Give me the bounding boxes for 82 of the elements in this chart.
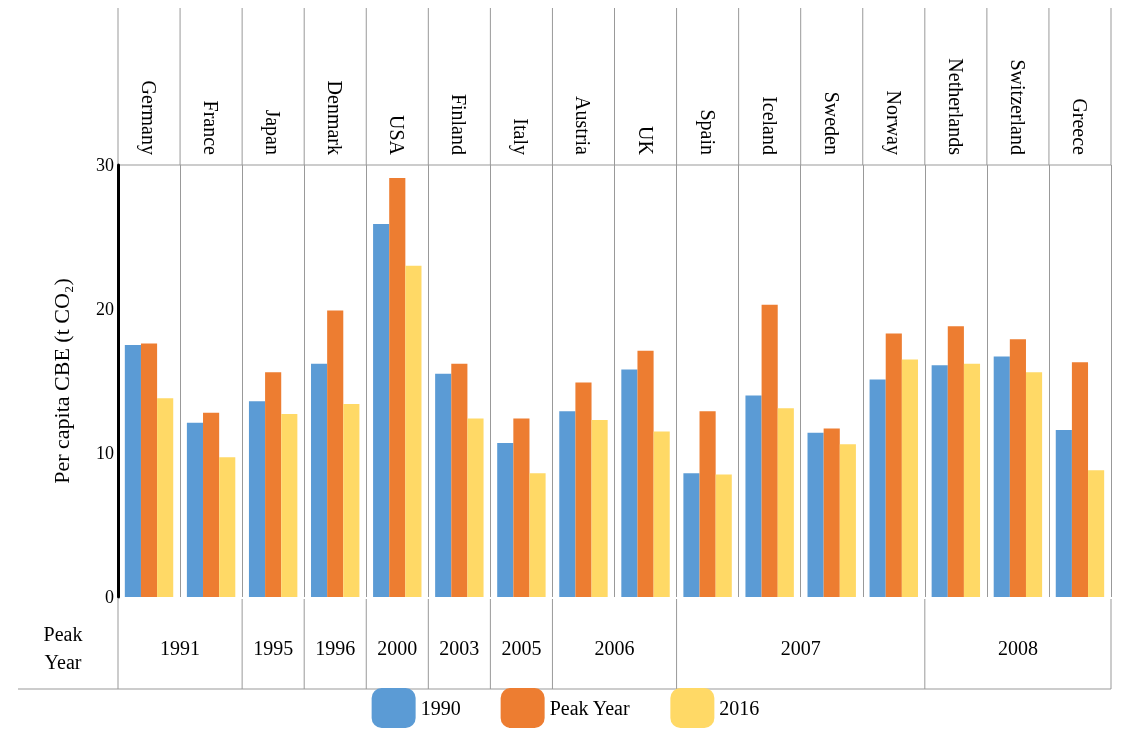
- bar: [343, 404, 360, 597]
- bar: [839, 444, 856, 597]
- bar: [1055, 429, 1072, 597]
- bar: [885, 333, 902, 597]
- x-tick-label: Finland: [448, 93, 471, 155]
- bar: [248, 401, 266, 597]
- bar: [203, 412, 220, 597]
- y-tick-label: 10: [96, 443, 114, 463]
- bar: [389, 177, 406, 597]
- text: 1996: [315, 637, 356, 659]
- bar: [823, 428, 840, 597]
- bar: [963, 363, 981, 597]
- bar: [683, 473, 700, 597]
- bar: [621, 369, 638, 597]
- x-tick-label: Denmark: [324, 80, 347, 155]
- x-tick-label: Italy: [509, 118, 533, 155]
- bar: [451, 363, 468, 597]
- bar: [529, 473, 546, 597]
- x-tick-label: Switzerland: [1006, 59, 1029, 155]
- bar: [186, 422, 204, 597]
- x-tick-label: UK: [634, 126, 657, 156]
- bar: [869, 379, 886, 597]
- bar: [281, 414, 298, 597]
- text: Peak Year: [43, 623, 83, 673]
- text: 2008: [997, 637, 1038, 659]
- x-tick-label: Greece: [1068, 98, 1091, 156]
- bar: [745, 395, 762, 597]
- x-tick-label: France: [200, 100, 223, 156]
- bar: [327, 310, 344, 597]
- bar: [947, 326, 964, 597]
- y-tick-label: 30: [96, 155, 114, 175]
- bar: [777, 408, 794, 597]
- bar: [497, 442, 514, 597]
- legend-label: Peak Year: [549, 697, 630, 719]
- bar: [373, 224, 390, 597]
- x-tick-label: Sweden: [820, 91, 843, 155]
- bar: [1071, 362, 1089, 597]
- bar: [1088, 470, 1105, 597]
- bar: [807, 432, 824, 597]
- legend-label: 2016: [719, 697, 760, 719]
- bar: [931, 365, 948, 597]
- text: 2000: [377, 637, 418, 659]
- text: 1995: [253, 637, 294, 659]
- bar: [1025, 372, 1043, 597]
- bar: [467, 418, 484, 597]
- bar: [140, 343, 158, 597]
- y-tick-label: 0: [105, 587, 114, 607]
- bar: [405, 265, 422, 597]
- bar: [591, 419, 608, 597]
- bar: [715, 474, 732, 597]
- x-tick-label: Netherlands: [944, 58, 967, 156]
- x-tick-label: Austria: [572, 96, 595, 156]
- legend-label: 1990: [420, 697, 461, 719]
- text: 2005: [501, 637, 542, 659]
- bar: [1009, 339, 1026, 597]
- bar: [559, 411, 576, 597]
- text: 2003: [439, 637, 480, 659]
- bar: [311, 363, 328, 597]
- bar: [653, 431, 670, 597]
- bar: [637, 350, 654, 597]
- bar: [575, 382, 592, 597]
- x-tick-label: USA: [386, 114, 409, 156]
- y-axis-title: Per capita CBE (t CO₂): [48, 278, 74, 484]
- bar: [435, 373, 452, 597]
- bar: [265, 372, 282, 597]
- bar: [699, 411, 716, 597]
- bar: [513, 418, 530, 597]
- text: 2007: [780, 637, 821, 659]
- x-tick-label: Japan: [261, 109, 285, 155]
- bar: [219, 457, 236, 597]
- x-tick-label: Iceland: [758, 96, 781, 155]
- bar: [761, 304, 778, 597]
- y-tick-label: 20: [96, 299, 114, 319]
- x-tick-label: Norway: [881, 90, 905, 155]
- text: 2006: [594, 637, 635, 659]
- text: 1991: [160, 637, 201, 659]
- bar: [124, 345, 141, 597]
- bar: [993, 356, 1010, 597]
- x-tick-label: Spain: [695, 109, 719, 155]
- bar: [901, 359, 918, 597]
- x-tick-label: Germany: [137, 80, 161, 155]
- bar: [157, 398, 174, 597]
